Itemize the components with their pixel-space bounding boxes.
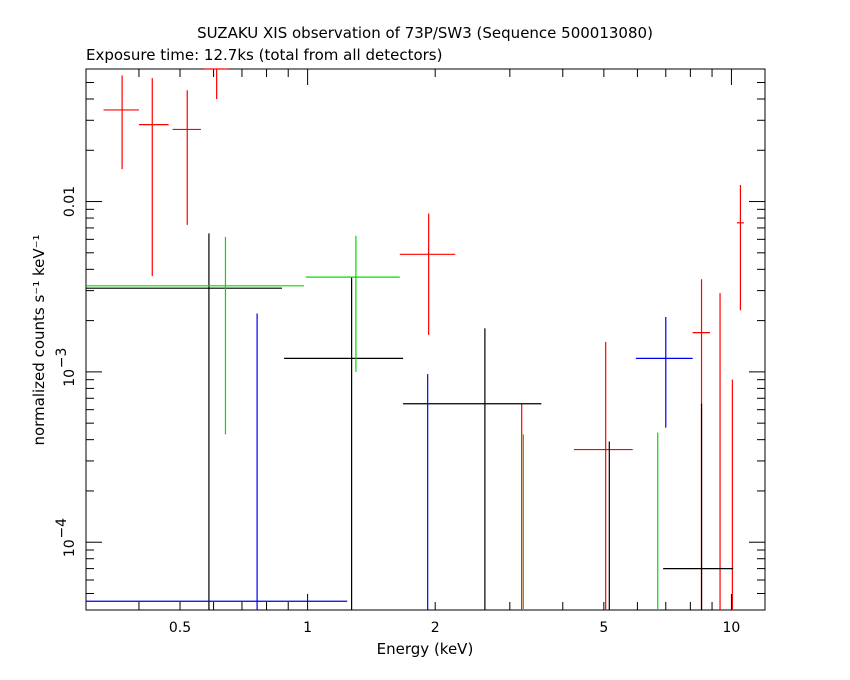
data-point bbox=[86, 236, 304, 435]
data-point bbox=[172, 90, 201, 225]
data-point bbox=[403, 328, 542, 610]
chart-subtitle: Exposure time: 12.7ks (total from all de… bbox=[86, 46, 442, 64]
y-tick-base: 10 bbox=[62, 369, 78, 387]
y-tick-label: 10−4 bbox=[54, 518, 78, 557]
x-tick-label: 10 bbox=[723, 620, 741, 636]
x-tick-label: 1 bbox=[303, 620, 312, 636]
data-points bbox=[86, 68, 744, 610]
x-axis-label: Energy (keV) bbox=[377, 640, 474, 658]
data-point bbox=[663, 403, 734, 610]
x-tick-label: 5 bbox=[599, 620, 608, 636]
data-point bbox=[86, 313, 348, 610]
data-point bbox=[305, 235, 400, 372]
data-point bbox=[86, 233, 282, 610]
x-tick-label: 0.5 bbox=[169, 620, 191, 636]
plot-frame bbox=[85, 68, 766, 611]
data-point bbox=[103, 75, 139, 170]
data-point bbox=[138, 78, 169, 277]
y-tick-base: 0.01 bbox=[62, 186, 78, 217]
data-point bbox=[635, 316, 693, 428]
x-tick-label: 2 bbox=[431, 620, 440, 636]
y-tick-label: 0.01 bbox=[62, 186, 78, 217]
data-point bbox=[736, 185, 744, 311]
y-tick-exponent: −3 bbox=[54, 348, 70, 369]
data-point bbox=[573, 341, 633, 610]
data-point bbox=[399, 213, 456, 335]
y-tick-exponent: −4 bbox=[54, 518, 70, 539]
data-point bbox=[284, 277, 404, 610]
chart-title: SUZAKU XIS observation of 73P/SW3 (Seque… bbox=[197, 24, 653, 42]
y-axis-label: normalized counts s⁻¹ keV⁻¹ bbox=[30, 234, 48, 445]
y-tick-base: 10 bbox=[62, 539, 78, 557]
data-point bbox=[204, 68, 229, 99]
y-tick-label: 10−3 bbox=[54, 348, 78, 387]
